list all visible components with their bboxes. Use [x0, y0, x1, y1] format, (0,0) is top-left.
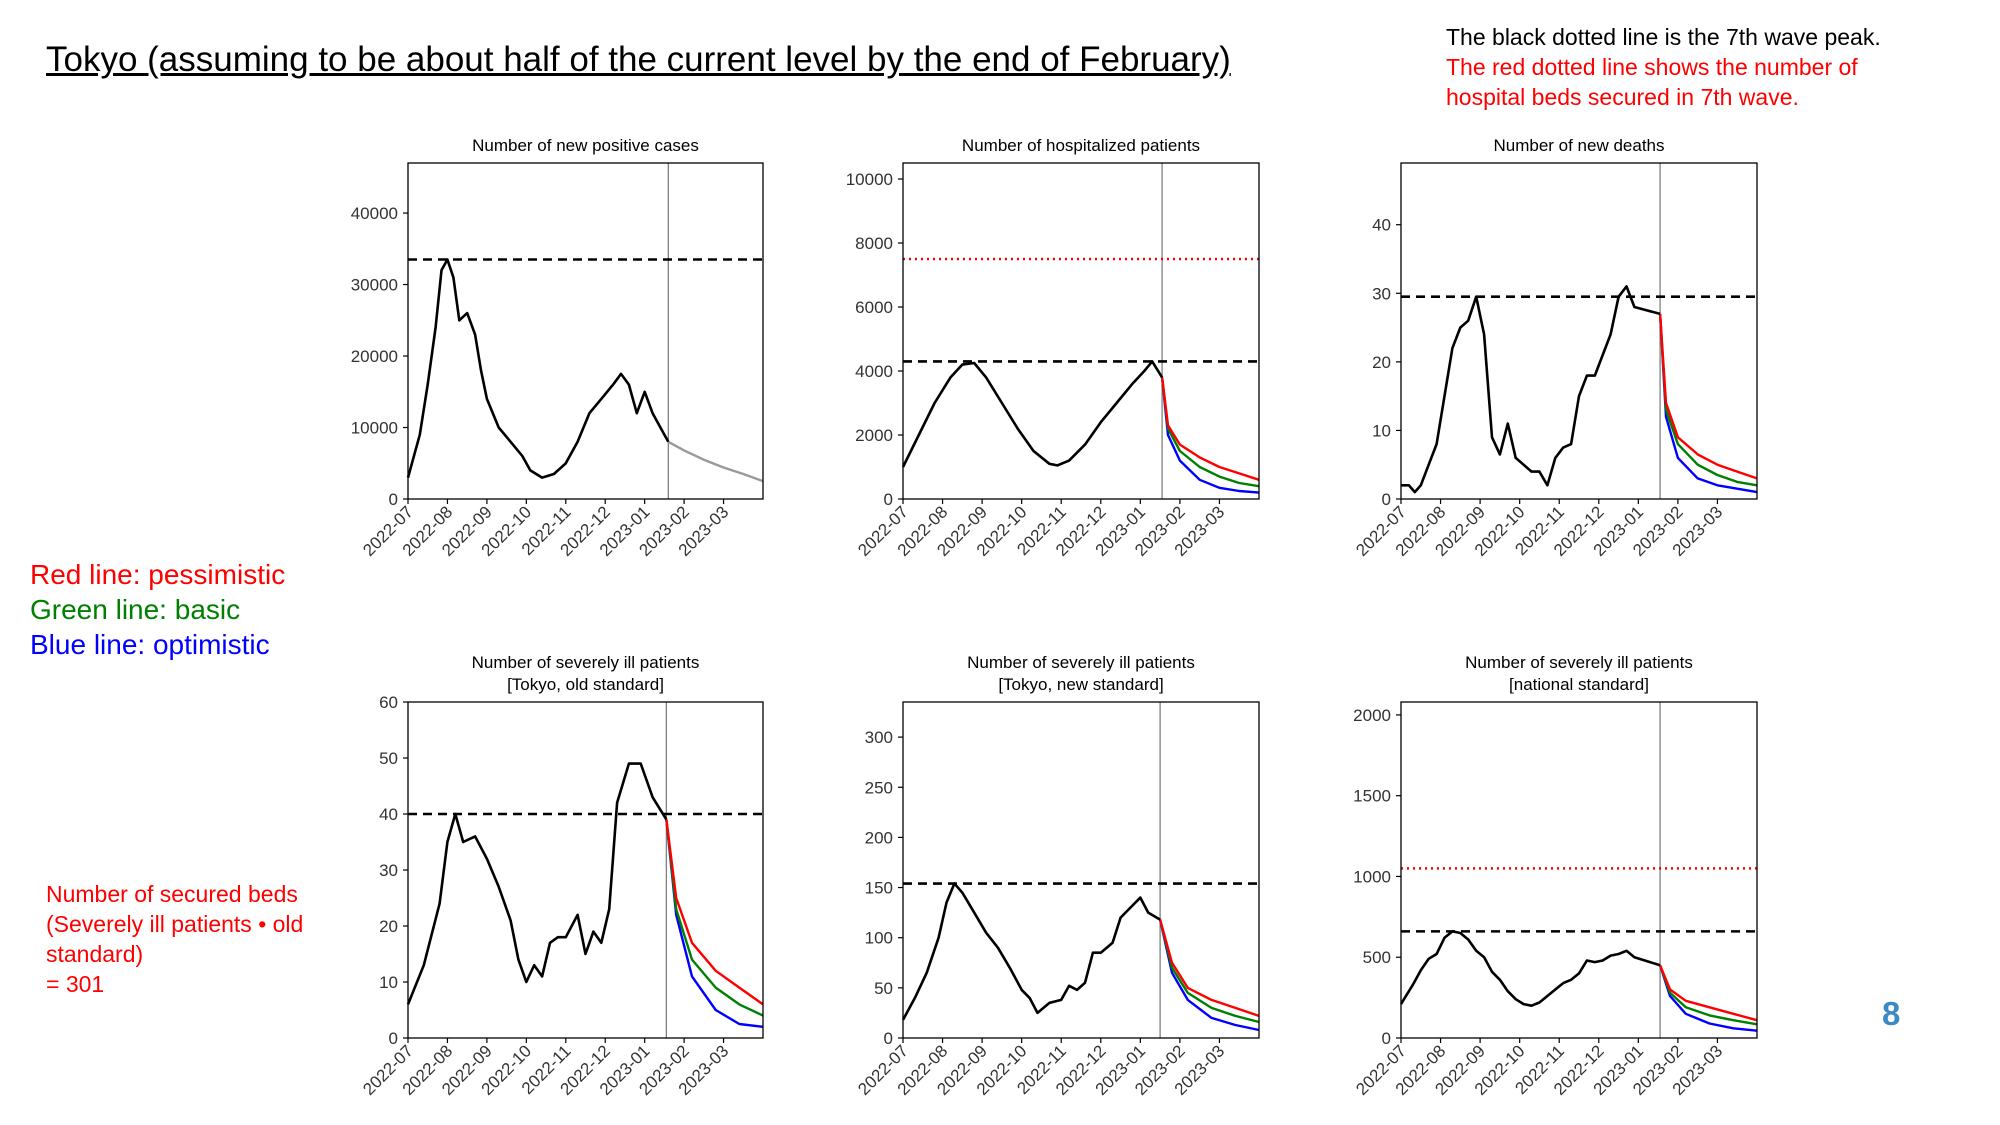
pessimistic-series-line: [1160, 377, 1260, 481]
y-tick-label: 300: [865, 728, 893, 747]
y-tick-label: 8000: [855, 234, 893, 253]
chart-severe-tokyo-old: Number of severely ill patients [Tokyo, o…: [359, 653, 764, 1099]
secured-beds-line3: standard): [46, 941, 144, 967]
y-tick-label: 30: [1372, 284, 1391, 303]
chart-severe-national: Number of severely ill patients [national…: [1352, 653, 1758, 1099]
y-tick-label: 20: [1372, 353, 1391, 372]
observed-series-line: [901, 360, 1164, 468]
y-tick-label: 10000: [351, 419, 398, 438]
scenario-legend: Red line: pessimistic Green line: basic …: [30, 557, 285, 662]
chart-hospitalized-patients: Number of hospitalized patients 0 2000 4000…: [846, 136, 1260, 560]
y-tick-label: 200: [865, 828, 893, 847]
chart-new-positive-cases: Number of new positive cases 0 10000 20000 3…: [351, 136, 764, 560]
secured-beds-note: Number of secured beds (Severely ill pat…: [46, 879, 346, 999]
y-tick-label: 0: [1382, 490, 1391, 509]
secured-beds-line4: = 301: [46, 971, 105, 997]
chart-title-line: Number of severely ill patients: [1465, 653, 1693, 672]
y-tick-label: 0: [884, 490, 893, 509]
y-tick-label: 10: [379, 973, 398, 992]
y-tick-label: 250: [865, 778, 893, 797]
projection-series-line: [667, 440, 764, 483]
beds-line-note: The red dotted line shows the number of: [1446, 54, 1858, 80]
y-tick-label: 4000: [855, 362, 893, 381]
optimistic-series-line: [1160, 377, 1260, 494]
legend-optimistic: Blue line: optimistic: [30, 629, 270, 660]
plot-frame: [1400, 162, 1758, 500]
peak-line-note: The black dotted line is the 7th wave pe…: [1446, 24, 1881, 50]
page-number: 8: [1882, 995, 1901, 1032]
chart-title-line: Number of hospitalized patients: [962, 136, 1200, 155]
chart-new-deaths: Number of new deaths0102030402022-072022…: [1352, 136, 1758, 560]
page-title: Tokyo (assuming to be about half of the …: [46, 40, 1231, 79]
y-tick-label: 40000: [351, 204, 398, 223]
basic-series-line: [1658, 313, 1758, 487]
y-tick-label: 2000: [855, 426, 893, 445]
pessimistic-series-line: [665, 819, 764, 1006]
y-tick-label: 50: [379, 749, 398, 768]
basic-series-line: [1160, 377, 1260, 488]
chart-title-line: Number of new positive cases: [472, 136, 699, 155]
chart-severe-tokyo-new: Number of severely ill patients [Tokyo, n…: [854, 653, 1260, 1099]
optimistic-series-line: [1658, 313, 1758, 494]
chart-title-line: [Tokyo, old standard]: [507, 675, 664, 694]
plot-frame: [407, 162, 764, 500]
chart-title-line: Number of new deaths: [1493, 136, 1664, 155]
y-tick-label: 150: [865, 879, 893, 898]
y-tick-label: 20000: [351, 347, 398, 366]
plot-frame: [902, 701, 1260, 1039]
y-tick-label: 30000: [351, 276, 398, 295]
y-tick-label: 40: [379, 805, 398, 824]
observed-series-line: [406, 762, 668, 1005]
chart-title-line: [Tokyo, new standard]: [998, 675, 1163, 694]
y-tick-label: 1000: [1353, 867, 1391, 886]
y-tick-label: 100: [865, 929, 893, 948]
pessimistic-series-line: [1158, 919, 1260, 1018]
pessimistic-series-line: [1658, 313, 1758, 480]
chart-title-line: [national standard]: [1509, 675, 1649, 694]
beds-line-note-continued: hospital beds secured in 7th wave.: [1446, 84, 1799, 110]
legend-pessimistic: Red line: pessimistic: [30, 559, 286, 590]
y-tick-label: 10: [1372, 421, 1391, 440]
y-tick-label: 60: [379, 693, 398, 712]
secured-beds-line1: Number of secured beds: [46, 881, 298, 907]
y-tick-label: 0: [389, 1029, 398, 1048]
legend-basic: Green line: basic: [30, 594, 241, 625]
observed-series-line: [901, 882, 1161, 1021]
y-tick-label: 2000: [1353, 706, 1391, 725]
y-tick-label: 500: [1363, 948, 1391, 967]
chart-title-line: Number of severely ill patients: [472, 653, 700, 672]
optimistic-series-line: [1158, 919, 1260, 1032]
y-tick-label: 30: [379, 861, 398, 880]
y-tick-label: 20: [379, 917, 398, 936]
plot-frame: [1400, 701, 1758, 1039]
basic-series-line: [665, 819, 764, 1017]
y-tick-label: 0: [884, 1029, 893, 1048]
y-tick-label: 10000: [846, 170, 893, 189]
y-tick-label: 0: [1382, 1029, 1391, 1048]
y-tick-label: 40: [1372, 216, 1391, 235]
plot-frame: [902, 162, 1260, 500]
y-tick-label: 50: [874, 979, 893, 998]
line-explanation-note: The black dotted line is the 7th wave pe…: [1446, 22, 1881, 112]
observed-series-line: [406, 258, 670, 479]
y-tick-label: 0: [389, 490, 398, 509]
y-tick-label: 1500: [1353, 787, 1391, 806]
basic-series-line: [1158, 919, 1260, 1024]
observed-series-line: [1399, 930, 1661, 1008]
plot-frame: [407, 701, 764, 1039]
observed-series-line: [1401, 285, 1661, 494]
pessimistic-series-line: [1658, 964, 1758, 1022]
secured-beds-line2: (Severely ill patients • old: [46, 911, 304, 937]
chart-title-line: Number of severely ill patients: [967, 653, 1195, 672]
y-tick-label: 6000: [855, 298, 893, 317]
